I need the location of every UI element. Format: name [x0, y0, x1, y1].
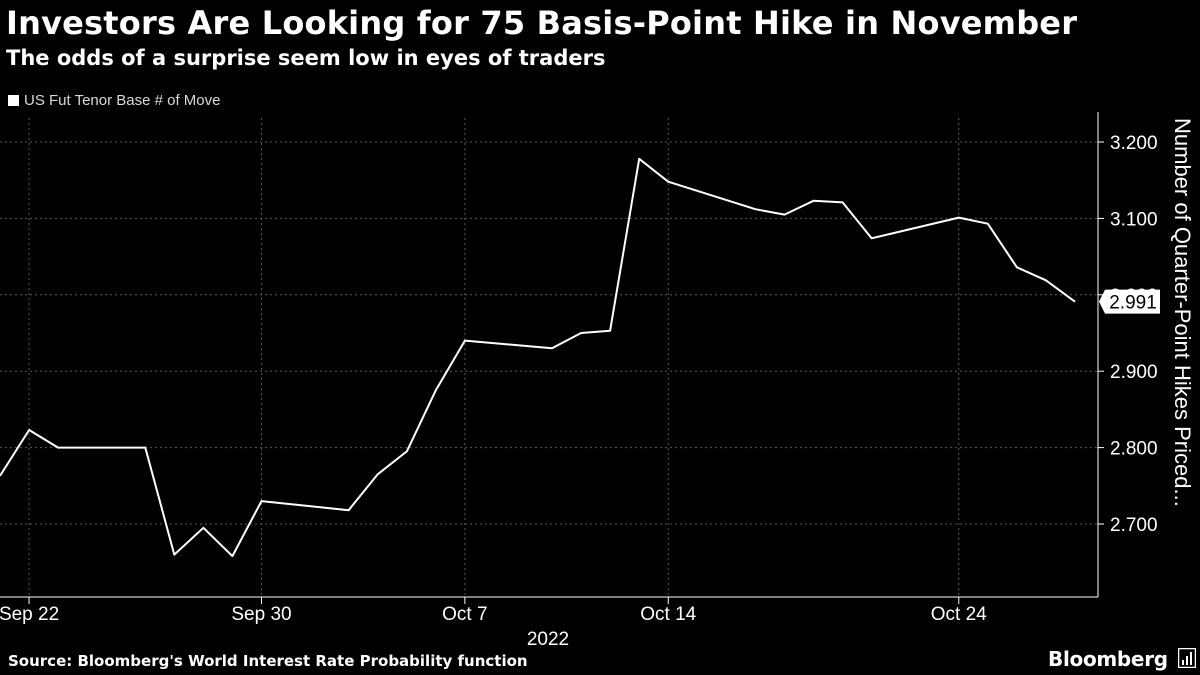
x-tick-label: Oct 24: [931, 604, 987, 625]
series-layer: [0, 157, 1076, 558]
x-axis-year-label: 2022: [527, 629, 569, 650]
brand-logo: Bloomberg: [1048, 647, 1168, 671]
source-note: Source: Bloomberg's World Interest Rate …: [8, 652, 528, 670]
y-tick-label: 3.100: [1110, 209, 1158, 230]
y-tick-label: 2.700: [1110, 515, 1158, 536]
x-tick-label: Oct 7: [442, 604, 487, 625]
chart-subtitle: The odds of a surprise seem low in eyes …: [6, 46, 606, 70]
chart-title: Investors Are Looking for 75 Basis-Point…: [6, 4, 1078, 42]
last-value-text: 2.991: [1109, 293, 1157, 314]
x-tick-label: Sep 30: [231, 604, 291, 625]
legend-swatch: [8, 95, 19, 106]
x-tick-label: Sep 22: [0, 604, 59, 625]
last-value-box: [1099, 289, 1160, 314]
x-tick-label: Oct 14: [640, 604, 696, 625]
y-tick-label: 2.800: [1110, 439, 1158, 460]
axes: [0, 112, 1104, 604]
legend-label: US Fut Tenor Base # of Move: [24, 92, 221, 109]
last-value-label: 2.991: [1099, 289, 1160, 314]
y-tick-label: 2.900: [1110, 362, 1158, 383]
y-axis-title: Number of Quarter-Point Hikes Priced...: [1170, 118, 1195, 507]
legend: US Fut Tenor Base # of Move: [8, 92, 221, 109]
gridlines: [0, 118, 1098, 597]
bloomberg-terminal-icon: [1178, 648, 1196, 668]
y-tick-label: 3.200: [1110, 133, 1158, 154]
series-line: [0, 157, 1076, 558]
